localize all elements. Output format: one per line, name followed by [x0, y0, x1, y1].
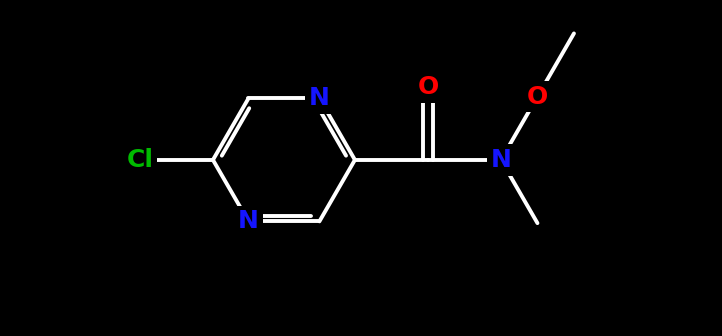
Text: N: N: [490, 148, 511, 172]
Text: Cl: Cl: [126, 148, 154, 172]
Text: N: N: [309, 86, 330, 111]
Text: O: O: [417, 75, 438, 99]
Text: N: N: [238, 209, 259, 234]
Text: O: O: [527, 85, 548, 109]
